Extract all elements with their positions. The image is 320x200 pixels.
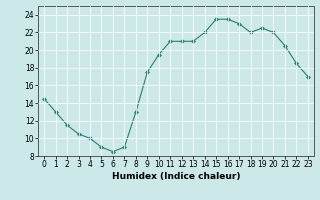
X-axis label: Humidex (Indice chaleur): Humidex (Indice chaleur)	[112, 172, 240, 181]
